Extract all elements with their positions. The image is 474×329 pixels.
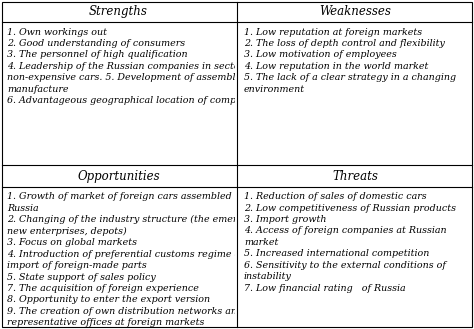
Text: Strengths: Strengths (89, 5, 148, 18)
Text: 1. Reduction of sales of domestic cars
2. Low competitiveness of Russian product: 1. Reduction of sales of domestic cars 2… (244, 192, 456, 293)
Text: 1. Growth of market of foreign cars assembled in
Russia
2. Changing of the indus: 1. Growth of market of foreign cars asse… (7, 192, 279, 327)
Text: Weaknesses: Weaknesses (319, 5, 392, 18)
Text: 1. Low reputation at foreign markets
2. The loss of depth control and flexibilit: 1. Low reputation at foreign markets 2. … (244, 28, 456, 94)
Text: Threats: Threats (333, 169, 378, 183)
Text: 1. Own workings out
2. Good understanding of consumers
3. The personnel of high : 1. Own workings out 2. Good understandin… (7, 28, 261, 105)
Text: Opportunities: Opportunities (77, 169, 160, 183)
